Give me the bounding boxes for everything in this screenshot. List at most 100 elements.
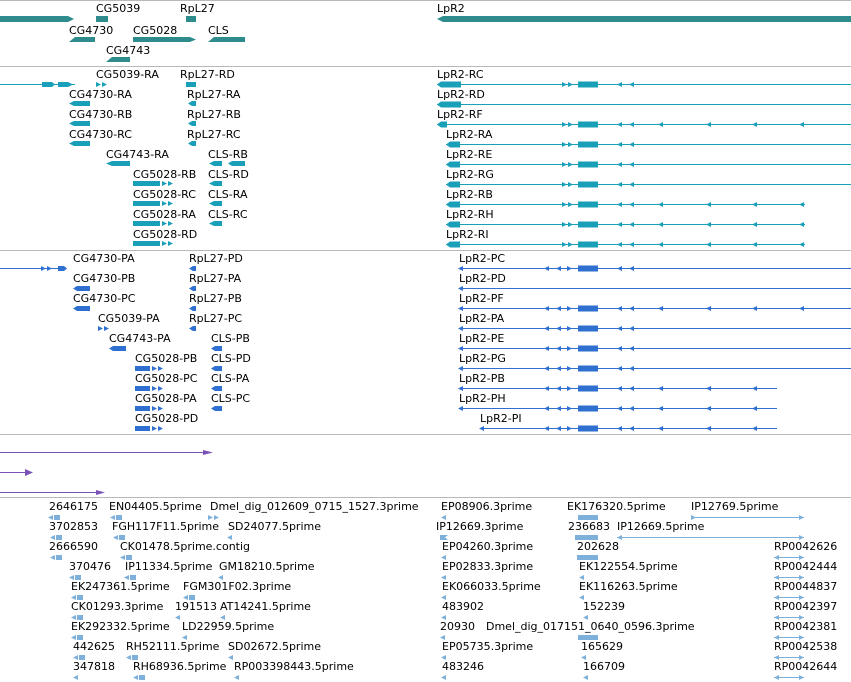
est-feature[interactable]: [71, 595, 83, 600]
est-feature[interactable]: [234, 675, 239, 680]
protein-feature[interactable]: [189, 326, 196, 331]
est-feature[interactable]: [124, 575, 136, 580]
est-feature[interactable]: [71, 615, 83, 620]
est-feature[interactable]: [175, 615, 180, 620]
protein-label: CG5028-PB: [135, 352, 197, 365]
est-label: AT14241.5prime: [220, 600, 311, 613]
protein-feature[interactable]: [73, 286, 90, 291]
exon-block: [446, 201, 460, 208]
est-feature[interactable]: [227, 535, 232, 540]
transcript-label: CLS-RB: [208, 148, 248, 161]
transcript-feature[interactable]: [69, 101, 90, 106]
protein-feature[interactable]: [135, 366, 163, 371]
est-label: IP12669.3prime: [436, 520, 524, 533]
protein-feature[interactable]: [211, 366, 222, 371]
est-feature[interactable]: [581, 655, 586, 660]
transcript-feature[interactable]: [106, 161, 130, 166]
misc-feature[interactable]: [96, 490, 105, 495]
protein-label: CLS-PA: [211, 372, 250, 385]
est-feature[interactable]: [71, 635, 83, 640]
est-feature[interactable]: [575, 535, 598, 540]
protein-feature[interactable]: [135, 406, 163, 411]
transcript-feature[interactable]: [209, 201, 222, 206]
est-feature[interactable]: [578, 515, 598, 520]
est-feature[interactable]: [578, 635, 598, 640]
gene-feature[interactable]: [208, 37, 245, 42]
est-feature[interactable]: [441, 595, 446, 600]
transcript-feature[interactable]: [133, 181, 173, 186]
est-feature[interactable]: [208, 515, 219, 520]
est-feature[interactable]: [220, 615, 225, 620]
misc-feature[interactable]: [203, 450, 213, 455]
est-label: EK122554.5prime: [579, 560, 678, 573]
est-feature[interactable]: [579, 595, 584, 600]
gene-feature[interactable]: [437, 16, 851, 22]
transcript-feature[interactable]: [228, 161, 245, 166]
protein-feature[interactable]: [189, 286, 196, 291]
est-feature[interactable]: [73, 675, 78, 680]
est-feature[interactable]: [50, 535, 62, 540]
exon-block: [446, 241, 460, 248]
protein-feature[interactable]: [189, 266, 196, 271]
est-feature[interactable]: [126, 655, 138, 660]
transcript-feature[interactable]: [96, 82, 107, 87]
est-feature[interactable]: [183, 595, 195, 600]
gene-feature[interactable]: [186, 16, 196, 22]
protein-feature[interactable]: [211, 386, 222, 391]
est-feature[interactable]: [50, 555, 62, 560]
gene-feature[interactable]: [69, 37, 95, 42]
protein-feature[interactable]: [211, 346, 222, 351]
protein-feature[interactable]: [73, 306, 90, 311]
gene-feature[interactable]: [106, 57, 130, 62]
est-feature[interactable]: [113, 535, 125, 540]
transcript-feature[interactable]: [69, 121, 90, 126]
transcript-feature[interactable]: [209, 221, 222, 226]
transcript-feature[interactable]: [69, 141, 90, 146]
transcript-feature[interactable]: [186, 82, 196, 87]
est-feature[interactable]: [120, 555, 132, 560]
est-label: EP02833.3prime: [442, 560, 533, 573]
est-feature[interactable]: [110, 515, 122, 520]
est-feature[interactable]: [441, 655, 446, 660]
gene-feature[interactable]: [96, 16, 108, 22]
est-feature[interactable]: [440, 635, 445, 640]
est-feature[interactable]: [73, 655, 85, 660]
est-feature[interactable]: [577, 555, 598, 560]
est-feature[interactable]: [583, 615, 588, 620]
protein-feature[interactable]: [189, 306, 196, 311]
transcript-feature[interactable]: [133, 221, 173, 226]
gene-feature[interactable]: [0, 16, 74, 22]
est-feature[interactable]: [583, 675, 588, 680]
est-feature[interactable]: [440, 535, 448, 540]
transcript-feature[interactable]: [188, 121, 196, 126]
transcript-feature[interactable]: [133, 241, 173, 246]
est-feature[interactable]: [48, 515, 60, 520]
protein-feature[interactable]: [211, 406, 222, 411]
est-feature[interactable]: [228, 655, 233, 660]
protein-feature[interactable]: [98, 326, 109, 331]
est-feature[interactable]: [441, 515, 446, 520]
transcript-label: RpL27-RC: [187, 128, 241, 141]
est-feature[interactable]: [69, 575, 81, 580]
est-feature[interactable]: [441, 675, 446, 680]
gene-feature[interactable]: [133, 37, 196, 42]
est-label: 2646175: [49, 500, 98, 513]
misc-feature[interactable]: [25, 469, 33, 476]
transcript-feature[interactable]: [133, 201, 173, 206]
transcript-feature[interactable]: [209, 161, 222, 166]
est-feature[interactable]: [441, 615, 446, 620]
est-feature[interactable]: [182, 635, 187, 640]
est-feature[interactable]: [441, 555, 446, 560]
est-feature[interactable]: [441, 575, 446, 580]
protein-feature[interactable]: [135, 386, 163, 391]
protein-label: CG5028-PD: [135, 412, 198, 425]
protein-feature[interactable]: [135, 426, 163, 431]
transcript-feature[interactable]: [188, 101, 196, 106]
est-feature[interactable]: [218, 575, 223, 580]
est-feature[interactable]: [579, 575, 584, 580]
transcript-feature[interactable]: [188, 141, 196, 146]
protein-feature[interactable]: [109, 346, 126, 351]
est-label: 3702853: [49, 520, 98, 533]
est-feature[interactable]: [133, 675, 145, 680]
transcript-feature[interactable]: [209, 181, 222, 186]
